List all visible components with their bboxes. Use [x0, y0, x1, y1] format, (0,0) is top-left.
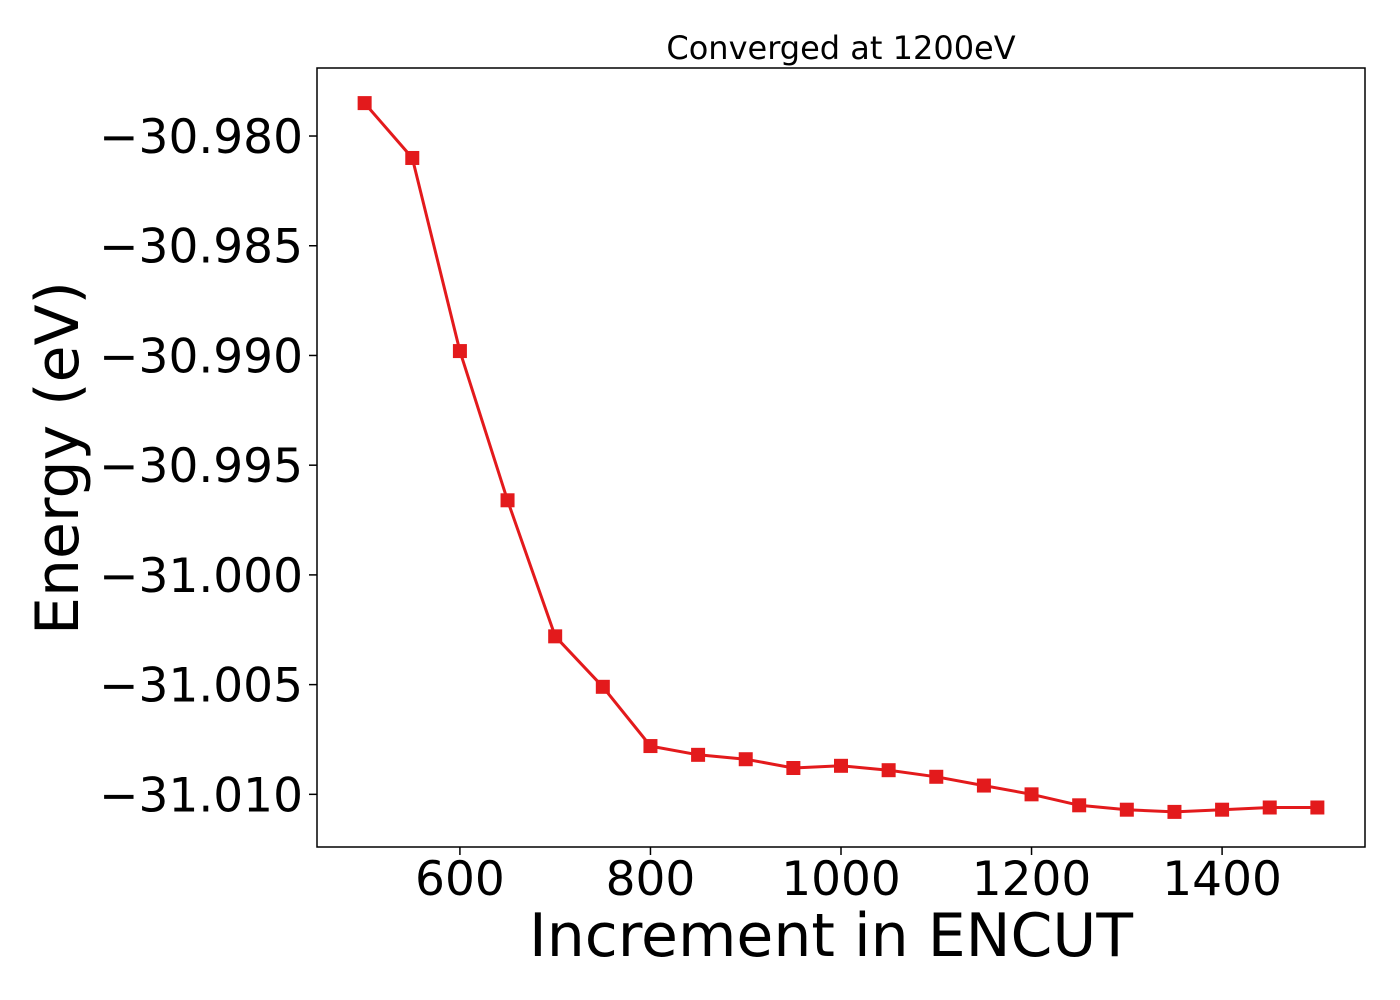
x-tick-label: 800	[606, 852, 696, 907]
y-tick-label: −30.990	[99, 329, 303, 384]
chart-title: Converged at 1200eV	[666, 29, 1015, 67]
data-point	[1262, 800, 1277, 815]
data-point	[595, 679, 610, 694]
data-point	[834, 758, 848, 773]
y-tick-label: −30.980	[99, 110, 303, 165]
x-tick-label: 1200	[972, 852, 1092, 907]
data-point	[548, 629, 563, 644]
data-point	[1215, 802, 1230, 817]
data-point	[1024, 787, 1039, 802]
y-tick-label: −31.010	[99, 768, 303, 823]
data-point	[1167, 804, 1182, 819]
y-tick-label: −30.985	[99, 220, 303, 275]
y-axis-title: Energy (eV)	[23, 281, 93, 635]
x-axis: 600 800 1000 1200 1400	[415, 847, 1282, 907]
data-point	[1310, 800, 1325, 815]
y-tick-label: −30.995	[99, 439, 303, 494]
data-point	[452, 344, 467, 359]
plot-area	[316, 67, 1366, 848]
data-point	[1072, 798, 1087, 813]
x-tick-label: 1400	[1162, 852, 1282, 907]
data-point	[929, 769, 944, 784]
x-axis-title: Increment in ENCUT	[529, 901, 1133, 971]
y-axis: −30.980 −30.985 −30.990 −30.995 −31.000 −31.0…	[99, 110, 317, 823]
series-markers	[357, 96, 1325, 819]
x-tick-label: 600	[415, 852, 505, 907]
data-point	[643, 739, 658, 754]
data-point	[500, 493, 515, 508]
data-point	[405, 150, 420, 165]
data-point	[357, 96, 372, 111]
y-tick-label: −31.005	[99, 659, 303, 714]
data-point	[691, 747, 706, 762]
data-point	[786, 761, 801, 776]
x-tick-label: 1000	[781, 852, 901, 907]
data-point	[738, 752, 753, 767]
y-tick-label: −31.000	[99, 549, 303, 604]
data-point	[881, 763, 896, 778]
data-point	[1119, 802, 1134, 817]
data-point	[976, 778, 991, 793]
